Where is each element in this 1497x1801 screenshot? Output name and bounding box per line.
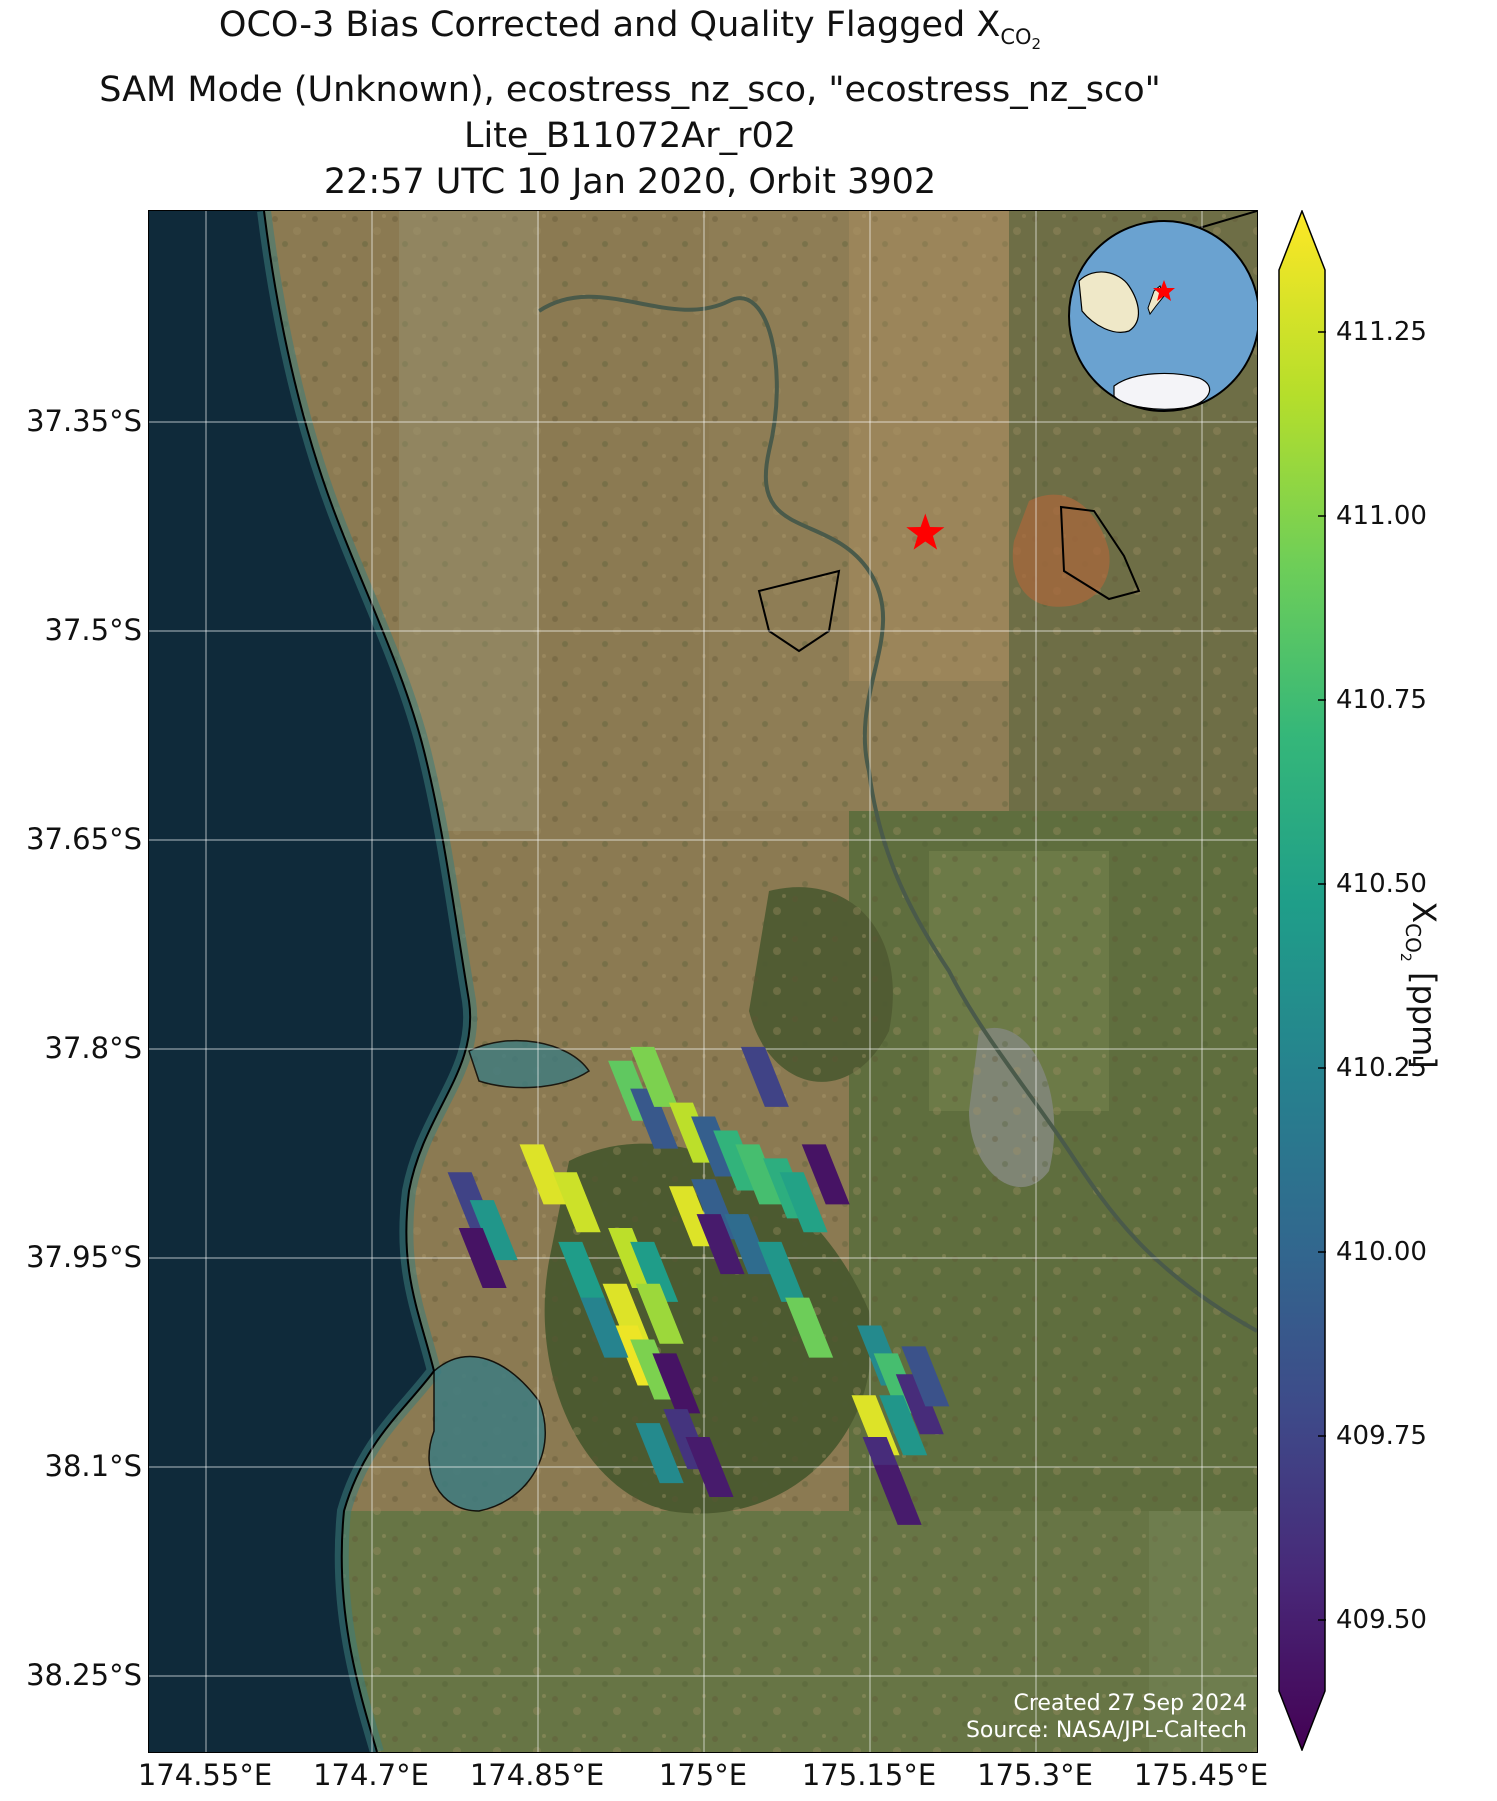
lon-tick-label: 175.45°E xyxy=(1133,1758,1269,1792)
lake-outline xyxy=(757,569,841,653)
colorbar-gradient xyxy=(1278,210,1326,1751)
sea xyxy=(149,211,471,1752)
xco2-footprint xyxy=(735,1144,784,1205)
xco2-footprint xyxy=(558,1241,607,1302)
globe-australia xyxy=(1078,271,1139,333)
lon-tick-label: 174.55°E xyxy=(137,1758,273,1792)
lat-tick-label: 38.25°S xyxy=(26,1658,142,1692)
map-canvas xyxy=(149,211,1257,1752)
title-line-3: Lite_B11072Ar_r02 xyxy=(463,116,797,157)
credit-source: Source: NASA/JPL-Caltech xyxy=(965,1718,1247,1743)
globe-marker-star xyxy=(1153,280,1175,301)
coastline xyxy=(263,211,472,1752)
lat-tick-label: 37.65°S xyxy=(26,822,142,856)
xco2-footprint xyxy=(801,1144,850,1205)
colorbar-tick-label: 409.50 xyxy=(1336,1605,1427,1635)
globe-antarctica xyxy=(1113,372,1211,410)
xco2-footprint xyxy=(630,1241,679,1302)
globe-icon xyxy=(1068,220,1257,412)
xco2-footprint xyxy=(873,1464,922,1525)
xco2-footprint xyxy=(630,1046,679,1107)
colorbar-tick-label: 411.25 xyxy=(1336,317,1427,347)
xco2-footprint xyxy=(685,1437,734,1497)
xco2-footprint xyxy=(635,1423,684,1484)
target-star-marker xyxy=(906,513,945,550)
xco2-footprint xyxy=(580,1297,629,1358)
colorbar-tick-label: 410.75 xyxy=(1336,685,1427,715)
credit-text: Created 27 Sep 2024 Source: NASA/JPL-Cal… xyxy=(966,1690,1247,1744)
xco2-footprint xyxy=(901,1346,950,1407)
lat-tick-label: 38.1°S xyxy=(44,1449,142,1483)
title-line-1: OCO-3 Bias Corrected and Quality Flagged… xyxy=(218,5,1042,54)
harbour-north xyxy=(468,1039,591,1089)
xco2-footprint xyxy=(740,1046,789,1107)
figure-title: OCO-3 Bias Corrected and Quality Flagged… xyxy=(0,2,1260,205)
xco2-footprint xyxy=(696,1214,745,1275)
lat-tick-label: 37.35°S xyxy=(26,404,142,438)
lat-tick-label: 37.95°S xyxy=(26,1240,142,1274)
xco2-footprint xyxy=(552,1172,601,1233)
xco2-footprint xyxy=(757,1241,806,1302)
xco2-footprint xyxy=(652,1353,701,1414)
lon-tick-label: 174.85°E xyxy=(469,1758,605,1792)
lon-tick-label: 175°E xyxy=(658,1758,748,1792)
xco2-footprint xyxy=(779,1172,828,1233)
colorbar-tick-label: 411.00 xyxy=(1336,501,1427,531)
xco2-footprint xyxy=(895,1374,944,1435)
xco2-footprints xyxy=(447,1046,950,1525)
xco2-footprint xyxy=(724,1214,773,1275)
lon-tick-label: 175.3°E xyxy=(977,1758,1093,1792)
lat-tick-label: 37.8°S xyxy=(44,1031,142,1065)
lat-tick-label: 37.5°S xyxy=(44,613,142,647)
xco2-footprint xyxy=(691,1179,740,1240)
colorbar-tick-label: 410.00 xyxy=(1336,1237,1427,1267)
colorbar-tick-label: 410.50 xyxy=(1336,869,1427,899)
target-region-outline xyxy=(1059,505,1141,601)
lon-tick-label: 174.7°E xyxy=(313,1758,429,1792)
xco2-footprint xyxy=(635,1283,684,1344)
xco2-footprint xyxy=(469,1200,518,1261)
xco2-footprint xyxy=(519,1144,568,1205)
colorbar-label: XCO2 [ppm] xyxy=(1396,901,1444,1069)
colorbar-tick-label: 409.75 xyxy=(1336,1421,1427,1451)
harbour xyxy=(428,1355,546,1512)
colorbar-tick-marks xyxy=(1318,331,1326,1621)
inset-globe xyxy=(1068,220,1257,412)
xco2-footprint xyxy=(630,1088,679,1149)
map-gridlines xyxy=(149,211,1257,1752)
river xyxy=(537,294,1257,1333)
target-region xyxy=(1012,494,1110,607)
colorbar-tick-label: 410.25 xyxy=(1336,1053,1427,1083)
credit-created: Created 27 Sep 2024 xyxy=(1013,1691,1248,1716)
red-star-icon xyxy=(906,513,945,550)
xco2-footprint xyxy=(458,1228,507,1288)
title-line-4: 22:57 UTC 10 Jan 2020, Orbit 3902 xyxy=(323,162,937,203)
xco2-footprint xyxy=(785,1297,834,1358)
colorbar xyxy=(1278,210,1326,1751)
satellite-map[interactable]: Created 27 Sep 2024 Source: NASA/JPL-Cal… xyxy=(148,210,1258,1753)
xco2-footprint xyxy=(879,1395,928,1456)
title-line-2: SAM Mode (Unknown), ecostress_nz_sco, "e… xyxy=(99,70,1161,111)
lon-tick-label: 175.15°E xyxy=(801,1758,937,1792)
